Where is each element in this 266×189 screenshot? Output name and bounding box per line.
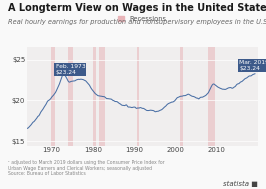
Bar (180, 47, 183, 146)
Bar (136, 47, 139, 146)
Text: statista ■: statista ■ (223, 181, 258, 187)
Text: A Longterm View on Wages in the United States: A Longterm View on Wages in the United S… (8, 3, 266, 13)
Bar (51, 47, 55, 146)
Text: ¹ adjusted to March 2019 dollars using the Consumer Price Index for
Urban Wage E: ¹ adjusted to March 2019 dollars using t… (8, 160, 165, 176)
Text: Feb. 1973
$23.24: Feb. 1973 $23.24 (56, 64, 85, 75)
Bar (99, 47, 105, 146)
Legend: Recessions: Recessions (116, 13, 169, 25)
Bar (93, 47, 95, 146)
Bar (68, 47, 73, 146)
Text: Real hourly earnings for production and nonsupervisory employees in the U.S.¹: Real hourly earnings for production and … (8, 18, 266, 25)
Bar (208, 47, 215, 146)
Text: Mar. 2019
$23.24: Mar. 2019 $23.24 (239, 60, 266, 71)
